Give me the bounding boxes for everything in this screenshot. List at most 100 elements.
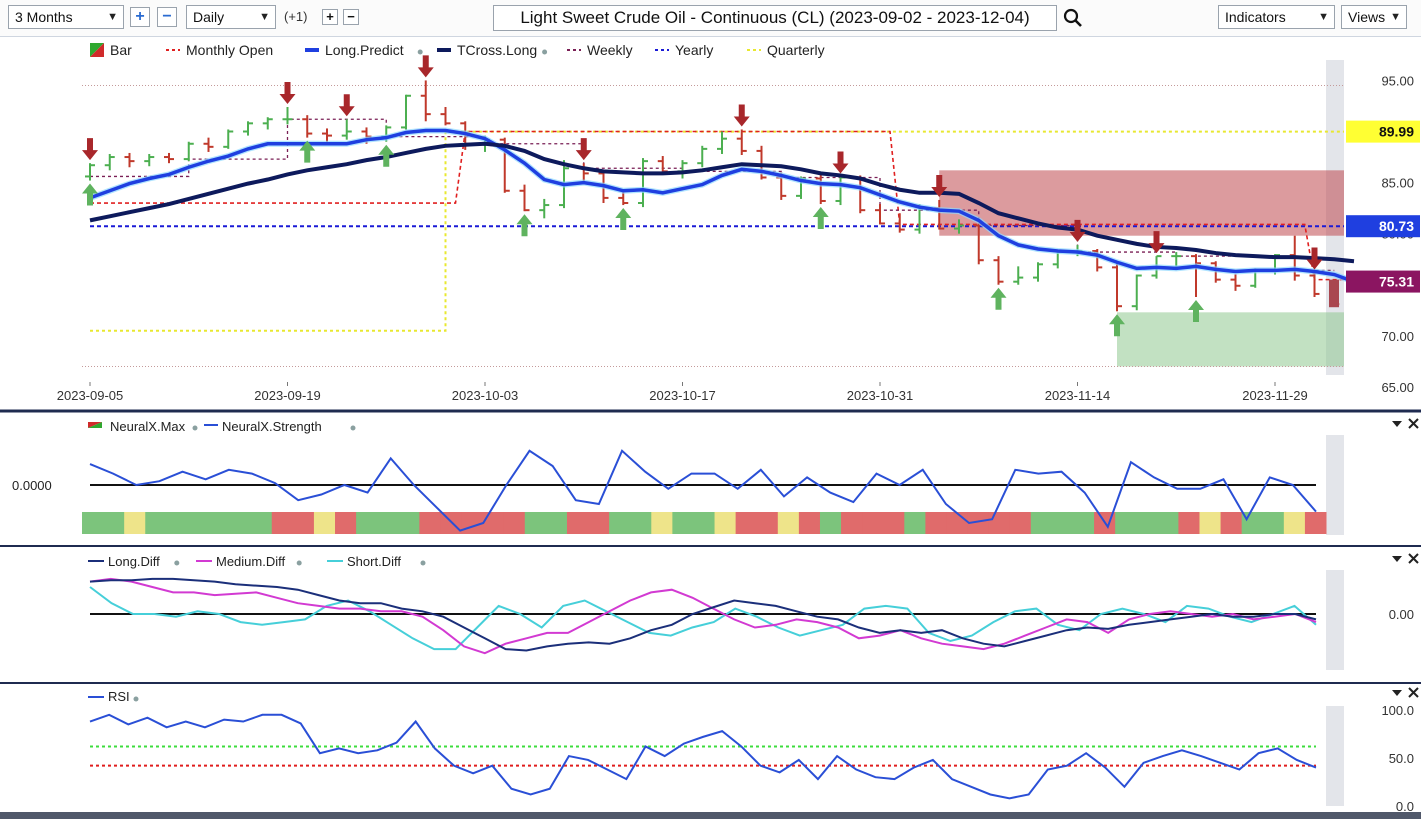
neuralx-max-block — [988, 512, 1011, 534]
legend-label: Bar — [110, 42, 132, 58]
panel-scroll-strip[interactable] — [1326, 435, 1344, 535]
neuralx-max-block — [693, 512, 716, 534]
period-dropdown[interactable]: 3 Months ▼ — [8, 5, 124, 29]
neuralx-max-block — [503, 512, 526, 534]
neuralx-max-block — [651, 512, 673, 534]
close-panel-icon[interactable] — [1408, 687, 1419, 698]
collapse-panel-icon[interactable] — [1392, 421, 1402, 427]
ohlc-bar[interactable] — [124, 152, 135, 168]
price-tag: 80.73 — [1346, 215, 1420, 238]
main-price-panel[interactable]: 65.0070.0075.0080.0085.0090.0095.002023-… — [0, 37, 1421, 410]
ohlc-bar[interactable] — [1013, 266, 1024, 285]
indicators-dropdown[interactable]: Indicators ▼ — [1218, 5, 1335, 29]
ohlc-bar[interactable] — [243, 121, 253, 136]
y-tick-label: 85.00 — [1381, 176, 1414, 191]
legend-item[interactable]: Monthly Open — [166, 42, 273, 58]
ohlc-bar[interactable] — [144, 153, 155, 167]
sell-signal-arrow-icon — [338, 94, 355, 117]
horizontal-scrollbar[interactable] — [0, 812, 1421, 819]
legend-dot-icon — [542, 49, 548, 55]
legend-item[interactable]: Quarterly — [747, 42, 825, 58]
ohlc-bar[interactable] — [894, 213, 905, 233]
y-tick-label: 100.0 — [1381, 703, 1414, 718]
ohlc-bar[interactable] — [282, 106, 293, 125]
ohlc-bar[interactable] — [1309, 272, 1320, 297]
ohlc-bar[interactable] — [104, 153, 115, 171]
ohlc-bar[interactable] — [815, 173, 826, 205]
legend-item[interactable]: Bar — [90, 42, 132, 58]
legend-label: NeuralX.Strength — [222, 419, 322, 434]
rsi-panel[interactable]: 0.0 50.0 100.0 RSI — [88, 687, 1419, 814]
sell-signal-arrow-icon — [279, 81, 296, 104]
ohlc-bar[interactable] — [539, 198, 550, 219]
ohlc-bar[interactable] — [440, 106, 451, 126]
legend-label: Monthly Open — [186, 42, 273, 58]
ohlc-bar[interactable] — [164, 152, 174, 164]
x-tick-label: 2023-09-05 — [57, 388, 124, 403]
zoom-out-button[interactable]: − — [157, 7, 177, 27]
ohlc-bar[interactable] — [1230, 274, 1241, 291]
ohlc-bar[interactable] — [401, 94, 411, 130]
ohlc-bar[interactable] — [183, 141, 194, 162]
ohlc-bar[interactable] — [736, 129, 747, 156]
search-icon[interactable] — [1062, 7, 1084, 29]
ohlc-bar[interactable] — [302, 115, 313, 138]
ohlc-bar[interactable] — [638, 158, 648, 208]
ohlc-bar[interactable] — [1131, 274, 1142, 311]
legend-item[interactable]: Long.Predict — [305, 42, 423, 58]
legend-item[interactable]: Yearly — [655, 42, 713, 58]
panel-scroll-strip[interactable] — [1326, 706, 1344, 806]
ohlc-bar[interactable] — [519, 184, 530, 212]
ohlc-bar[interactable] — [973, 223, 984, 265]
ohlc-bar[interactable] — [875, 204, 885, 225]
ohlc-bar[interactable] — [1112, 263, 1122, 312]
y-tick-label: 70.00 — [1381, 329, 1414, 344]
offset-plus-button[interactable]: + — [322, 9, 338, 25]
ohlc-bar[interactable] — [1191, 254, 1201, 297]
neuralx-max-block — [672, 512, 694, 534]
ohlc-bar[interactable] — [993, 256, 1004, 285]
neuralx-max-block — [482, 512, 505, 534]
ohlc-bar[interactable] — [1033, 262, 1043, 282]
short-diff-line — [89, 586, 1317, 651]
price-tag-label: 75.31 — [1379, 274, 1414, 290]
neuralx-panel[interactable]: 0.0000 NeuralX.Max NeuralX.Strength — [12, 418, 1419, 535]
neuralx-max-block — [883, 512, 905, 534]
close-panel-icon[interactable] — [1408, 418, 1419, 429]
ohlc-bar[interactable] — [420, 80, 431, 122]
close-panel-icon[interactable] — [1408, 553, 1419, 564]
views-dropdown[interactable]: Views ▼ — [1341, 5, 1407, 29]
bar-legend-icon — [90, 43, 104, 57]
neuralx-max-block — [1030, 512, 1053, 534]
legend-label: Short.Diff — [347, 554, 401, 569]
collapse-panel-icon[interactable] — [1392, 690, 1402, 696]
ohlc-bar[interactable] — [262, 117, 273, 130]
offset-minus-button[interactable]: − — [343, 9, 359, 25]
legend-dot-icon — [296, 560, 302, 566]
buy-signal-arrow-icon — [378, 144, 395, 167]
minus-icon: − — [162, 8, 172, 25]
interval-dropdown[interactable]: Daily ▼ — [186, 5, 276, 29]
ohlc-bar[interactable] — [223, 129, 234, 149]
ohlc-bar[interactable] — [1171, 252, 1182, 267]
diff-panel[interactable]: 0.00 Long.Diff Medium.Diff Short.Diff — [88, 553, 1419, 670]
legend-item[interactable]: TCross.Long — [437, 42, 548, 58]
neuralx-max-block — [524, 512, 547, 534]
zoom-in-button[interactable]: + — [130, 7, 150, 27]
panel-scroll-strip[interactable] — [1326, 570, 1344, 670]
neuralx-max-block — [1115, 512, 1137, 534]
collapse-panel-icon[interactable] — [1392, 556, 1402, 562]
symbol-title[interactable]: Light Sweet Crude Oil - Continuous (CL) … — [493, 5, 1057, 31]
buy-signal-arrow-icon — [516, 214, 533, 237]
price-tag-background — [1346, 120, 1420, 143]
ohlc-bar[interactable] — [954, 219, 964, 234]
ohlc-bar[interactable] — [697, 145, 708, 168]
ohlc-bar[interactable] — [203, 137, 214, 152]
ohlc-bar[interactable] — [85, 163, 95, 181]
neuralx-max-block — [313, 512, 336, 534]
legend-item[interactable]: Weekly — [567, 42, 633, 58]
neuralx-max-block — [145, 512, 167, 534]
ohlc-bar[interactable] — [717, 131, 727, 154]
ohlc-bar[interactable] — [341, 119, 352, 140]
